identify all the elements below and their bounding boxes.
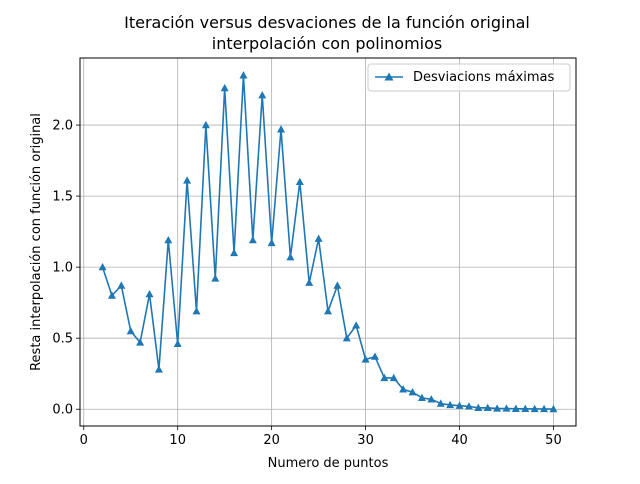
data-point-marker xyxy=(502,404,511,412)
y-tick-label: 1.5 xyxy=(52,190,73,205)
x-tick-label: 20 xyxy=(263,433,280,448)
data-point-marker xyxy=(333,281,342,289)
data-point-marker xyxy=(258,91,267,99)
data-point-marker xyxy=(408,387,417,396)
data-point-marker xyxy=(474,403,483,411)
x-tick-label: 30 xyxy=(357,433,374,448)
data-point-marker xyxy=(239,71,248,79)
data-point-marker xyxy=(399,385,408,393)
legend: Desviacions máximas xyxy=(367,63,571,92)
x-axis-label: Numero de puntos xyxy=(268,456,389,471)
data-point-marker xyxy=(417,393,426,402)
data-point-marker xyxy=(136,338,145,346)
data-point-marker xyxy=(267,238,276,247)
data-point-marker xyxy=(126,326,135,335)
data-point-marker xyxy=(530,404,539,413)
data-point-marker xyxy=(352,321,361,329)
plot-frame xyxy=(79,57,577,427)
data-point-marker xyxy=(286,253,295,261)
data-point-marker xyxy=(361,355,370,363)
data-point-marker xyxy=(183,176,192,184)
data-point-marker xyxy=(164,235,173,244)
data-point-marker xyxy=(511,404,520,412)
legend-box xyxy=(367,63,571,92)
data-point-marker xyxy=(521,404,530,412)
data-point-marker xyxy=(305,278,314,286)
data-point-marker xyxy=(389,373,398,382)
data-point-marker xyxy=(436,399,445,407)
data-point-marker xyxy=(455,401,464,409)
legend-entry-label: Desviacions máximas xyxy=(413,70,554,85)
y-tick-label: 2.0 xyxy=(52,119,73,134)
data-point-marker xyxy=(277,125,286,133)
data-point-marker xyxy=(380,373,389,382)
y-tick-label: 0.0 xyxy=(52,403,73,418)
legend-triangle-icon xyxy=(384,72,394,81)
data-point-marker xyxy=(314,234,323,242)
x-tick-label: 10 xyxy=(169,433,186,448)
chart-title-line2: interpolación con polinomios xyxy=(212,34,442,53)
data-point-marker xyxy=(173,339,182,348)
data-point-marker xyxy=(493,404,502,412)
data-point-marker xyxy=(342,333,351,342)
series-layer xyxy=(98,71,558,413)
x-tick-label: 40 xyxy=(451,433,468,448)
y-tick-label: 1.0 xyxy=(52,261,73,276)
data-point-marker xyxy=(201,120,210,129)
data-point-marker xyxy=(230,248,239,257)
data-point-marker xyxy=(295,177,304,186)
data-point-marker xyxy=(154,365,163,373)
axis-ticks: 0 10 20 30 40 50 0.0 0.5 1.0 1.5 2.0 xyxy=(52,119,561,448)
chart-title-line1: Iteración versus desvaciones de la funci… xyxy=(124,13,530,32)
data-point-marker xyxy=(145,289,154,298)
data-point-marker xyxy=(549,404,558,413)
data-point-marker xyxy=(464,402,473,410)
data-point-marker xyxy=(98,262,107,271)
data-point-marker xyxy=(248,235,257,244)
data-point-marker xyxy=(220,83,229,92)
data-point-marker xyxy=(107,291,116,299)
data-point-marker xyxy=(324,307,332,315)
data-point-marker xyxy=(370,352,379,360)
data-point-marker xyxy=(483,403,492,411)
y-axis-label: Resta interpolación con función original xyxy=(29,113,44,371)
x-tick-label: 50 xyxy=(545,433,562,448)
y-tick-label: 0.5 xyxy=(52,332,73,347)
data-point-marker xyxy=(427,395,436,403)
data-point-marker xyxy=(446,400,455,409)
x-tick-label: 0 xyxy=(80,433,88,448)
data-point-marker xyxy=(117,281,126,289)
data-point-marker xyxy=(211,274,220,282)
data-point-marker xyxy=(192,307,201,315)
data-point-marker xyxy=(540,404,549,413)
